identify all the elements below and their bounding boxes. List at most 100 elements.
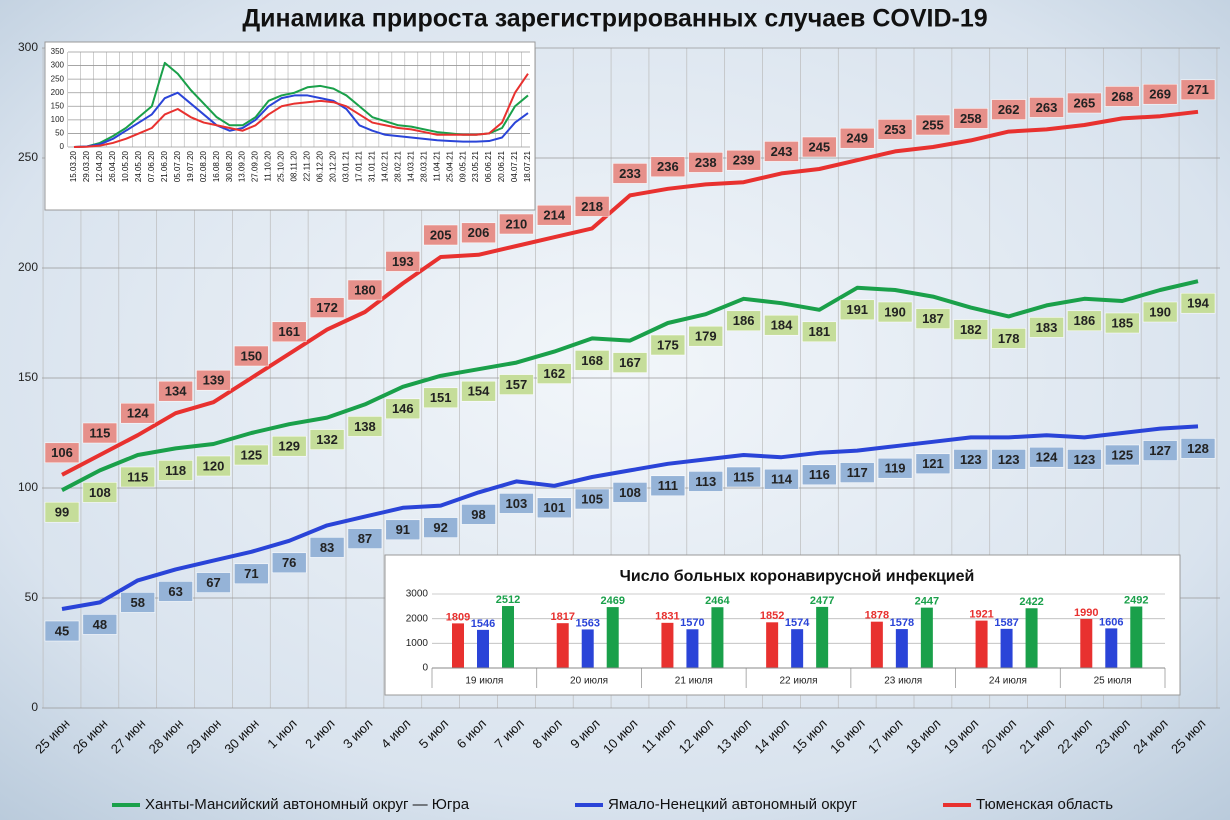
data-label: 181 — [808, 324, 830, 339]
data-label-box — [158, 460, 193, 481]
bar — [686, 629, 699, 668]
data-label: 103 — [506, 496, 528, 511]
data-label: 114 — [771, 472, 793, 487]
bar-value-label: 2469 — [600, 595, 624, 607]
data-label: 190 — [1149, 304, 1171, 319]
data-label-box — [309, 429, 345, 450]
data-label: 101 — [543, 500, 565, 515]
data-label: 233 — [619, 166, 641, 181]
data-label: 125 — [1111, 447, 1133, 462]
data-label: 239 — [733, 153, 755, 168]
x-tick-label: 09.05.21 — [458, 150, 467, 182]
data-label-box — [688, 325, 723, 347]
x-tick-label: 22.11.20 — [303, 150, 312, 181]
data-label-box — [234, 563, 269, 585]
data-label: 71 — [244, 566, 258, 581]
x-tick-label: 21.06.20 — [160, 150, 169, 182]
data-label: 124 — [127, 406, 149, 421]
data-label: 87 — [358, 531, 372, 546]
x-tick-label: 13.09.20 — [238, 150, 247, 182]
series-line — [73, 91, 529, 148]
data-label-box — [839, 462, 875, 483]
data-label-box — [271, 321, 307, 343]
data-label: 186 — [1074, 313, 1096, 328]
data-label-box — [271, 435, 307, 457]
data-label: 113 — [695, 474, 716, 489]
bar-value-label: 2492 — [1124, 594, 1148, 606]
data-label: 123 — [960, 452, 982, 467]
x-tick-label: 11.10.20 — [264, 150, 273, 181]
data-label-box — [347, 528, 383, 549]
data-label: 48 — [93, 617, 107, 632]
x-tick-label: 11.04.21 — [432, 150, 441, 181]
data-label: 115 — [89, 425, 110, 440]
data-label: 99 — [55, 505, 69, 520]
x-tick-label: 28.02.21 — [393, 150, 402, 182]
data-label-box — [915, 453, 951, 475]
bar — [711, 607, 724, 668]
data-label-box — [953, 319, 989, 340]
inset-line-panel — [44, 41, 536, 211]
x-tick-label: 21 июля — [675, 676, 713, 687]
data-label-box — [877, 301, 913, 323]
data-label: 124 — [1036, 450, 1058, 465]
data-label: 45 — [55, 623, 69, 638]
data-label-box — [839, 127, 875, 149]
series-line — [61, 424, 1199, 611]
inset-line-plot: 0 50 100 150 200 250 300 350 15.03.20 29.03.20 12.… — [51, 47, 532, 182]
series-line — [61, 109, 1199, 477]
data-label-box — [991, 99, 1026, 120]
x-tick-label: 20 июля — [570, 676, 608, 687]
y-tick-label: 0 — [31, 700, 38, 714]
series-line — [73, 61, 529, 148]
x-tick-label: 20.06.21 — [497, 150, 506, 182]
data-label-box — [385, 519, 421, 541]
data-label: 210 — [506, 216, 528, 231]
data-label-box — [423, 224, 458, 246]
data-label: 117 — [847, 465, 868, 480]
data-label: 125 — [240, 447, 262, 462]
data-label: 193 — [392, 254, 414, 269]
x-tick-label: 04.07.21 — [510, 150, 519, 182]
data-label: 185 — [1111, 315, 1133, 330]
data-label-box — [499, 493, 534, 514]
data-label: 162 — [543, 366, 565, 381]
data-label: 91 — [396, 522, 410, 537]
series-line — [73, 73, 529, 148]
data-label-box — [726, 149, 761, 171]
data-label: 184 — [771, 318, 793, 333]
data-label-box — [44, 442, 80, 464]
x-tick-label: 07.06.20 — [147, 150, 156, 182]
data-label: 265 — [1074, 95, 1096, 110]
data-label-box — [877, 119, 913, 140]
data-label: 123 — [998, 452, 1020, 467]
data-label-box — [1067, 310, 1102, 332]
x-tick-label: 24 июля — [989, 676, 1027, 687]
data-label-box — [726, 310, 761, 332]
x-tick-label: 14.02.21 — [380, 150, 389, 182]
data-label: 128 — [1187, 441, 1209, 456]
x-tick-label: 14.03.21 — [406, 150, 415, 182]
data-label-box — [877, 457, 913, 479]
x-tick-label: 19 июля — [465, 676, 503, 687]
data-label-box — [688, 152, 723, 173]
data-label-box — [650, 334, 686, 356]
y-tick-label: 350 — [51, 47, 65, 56]
data-label-box — [120, 592, 155, 613]
data-label-box — [1180, 438, 1216, 459]
data-label-box — [461, 222, 496, 244]
data-label: 76 — [282, 555, 296, 570]
data-label-box — [1142, 83, 1178, 105]
data-label: 180 — [354, 282, 376, 297]
data-label-box — [574, 350, 610, 371]
data-label-box — [764, 314, 799, 336]
data-label: 243 — [771, 144, 793, 159]
x-tick-label: 23 июля — [884, 676, 922, 687]
y-tick-label: 50 — [55, 129, 64, 138]
x-tick-label: 29.03.20 — [82, 150, 91, 182]
bar — [766, 622, 779, 668]
data-label-box — [423, 517, 458, 538]
data-label-box — [915, 308, 951, 329]
x-tick-label: 16.08.20 — [212, 150, 221, 182]
